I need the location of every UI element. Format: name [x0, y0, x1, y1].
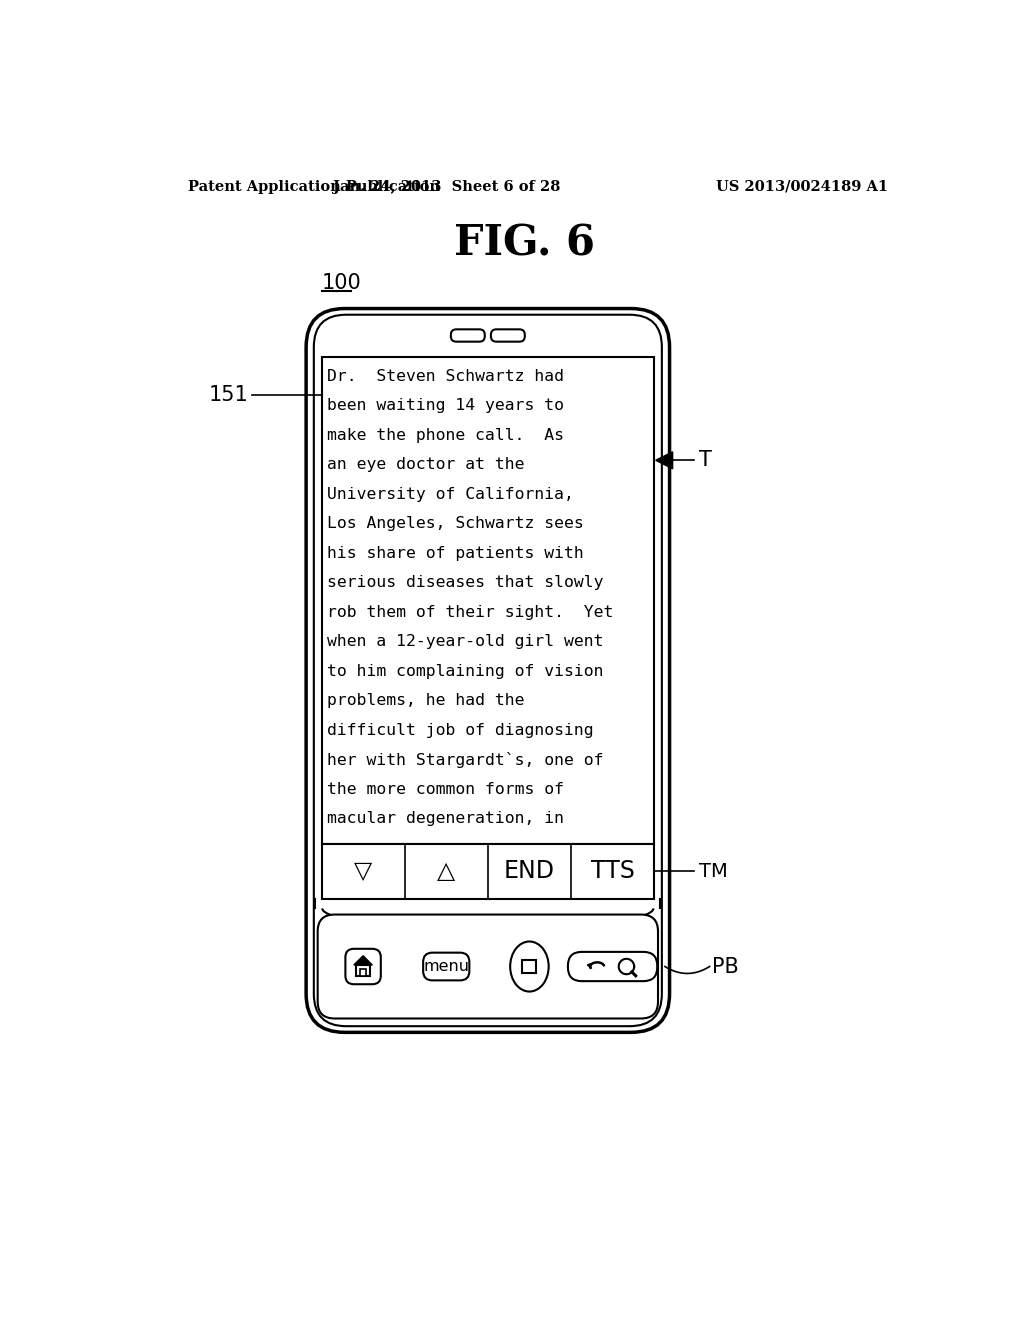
Text: difficult job of diagnosing: difficult job of diagnosing [327, 722, 594, 738]
Text: Los Angeles, Schwartz sees: Los Angeles, Schwartz sees [327, 516, 584, 531]
FancyBboxPatch shape [345, 949, 381, 985]
Text: his share of patients with: his share of patients with [327, 545, 584, 561]
Bar [360, 969, 367, 975]
Text: Patent Application Publication: Patent Application Publication [188, 180, 440, 194]
Text: US 2013/0024189 A1: US 2013/0024189 A1 [716, 180, 888, 194]
Text: University of California,: University of California, [327, 487, 573, 502]
Text: T: T [698, 450, 712, 470]
Text: the more common forms of: the more common forms of [327, 781, 564, 797]
Bar [322, 843, 654, 899]
Text: when a 12-year-old girl went: when a 12-year-old girl went [327, 634, 603, 649]
Text: TM: TM [698, 862, 728, 880]
Text: PB: PB [712, 957, 738, 977]
Text: been waiting 14 years to: been waiting 14 years to [327, 399, 564, 413]
Text: 100: 100 [322, 273, 361, 293]
Polygon shape [655, 451, 673, 469]
Text: Jan. 24, 2013  Sheet 6 of 28: Jan. 24, 2013 Sheet 6 of 28 [333, 180, 560, 194]
Text: 151: 151 [209, 385, 249, 405]
Text: rob them of their sight.  Yet: rob them of their sight. Yet [327, 605, 613, 619]
Bar [356, 965, 370, 975]
FancyBboxPatch shape [451, 330, 484, 342]
FancyBboxPatch shape [568, 952, 657, 981]
Polygon shape [588, 964, 591, 968]
Polygon shape [354, 956, 373, 965]
Text: serious diseases that slowly: serious diseases that slowly [327, 576, 603, 590]
Text: her with Stargardt`s, one of: her with Stargardt`s, one of [327, 751, 603, 768]
Text: problems, he had the: problems, he had the [327, 693, 524, 708]
FancyBboxPatch shape [317, 915, 658, 1019]
Text: △: △ [437, 859, 456, 883]
Text: to him complaining of vision: to him complaining of vision [327, 664, 603, 678]
FancyBboxPatch shape [423, 953, 469, 981]
FancyBboxPatch shape [306, 309, 670, 1032]
Text: Dr.  Steven Schwartz had: Dr. Steven Schwartz had [327, 368, 564, 384]
Bar [522, 960, 537, 973]
Text: menu: menu [423, 960, 469, 974]
Ellipse shape [510, 941, 549, 991]
Text: END: END [504, 859, 555, 883]
Text: TTS: TTS [591, 859, 635, 883]
Text: make the phone call.  As: make the phone call. As [327, 428, 564, 442]
FancyBboxPatch shape [490, 330, 524, 342]
Bar [322, 358, 654, 843]
Text: macular degeneration, in: macular degeneration, in [327, 810, 564, 826]
Text: an eye doctor at the: an eye doctor at the [327, 457, 524, 473]
FancyBboxPatch shape [313, 314, 662, 1026]
Text: FIG. 6: FIG. 6 [455, 222, 595, 264]
Text: ▽: ▽ [354, 859, 372, 883]
